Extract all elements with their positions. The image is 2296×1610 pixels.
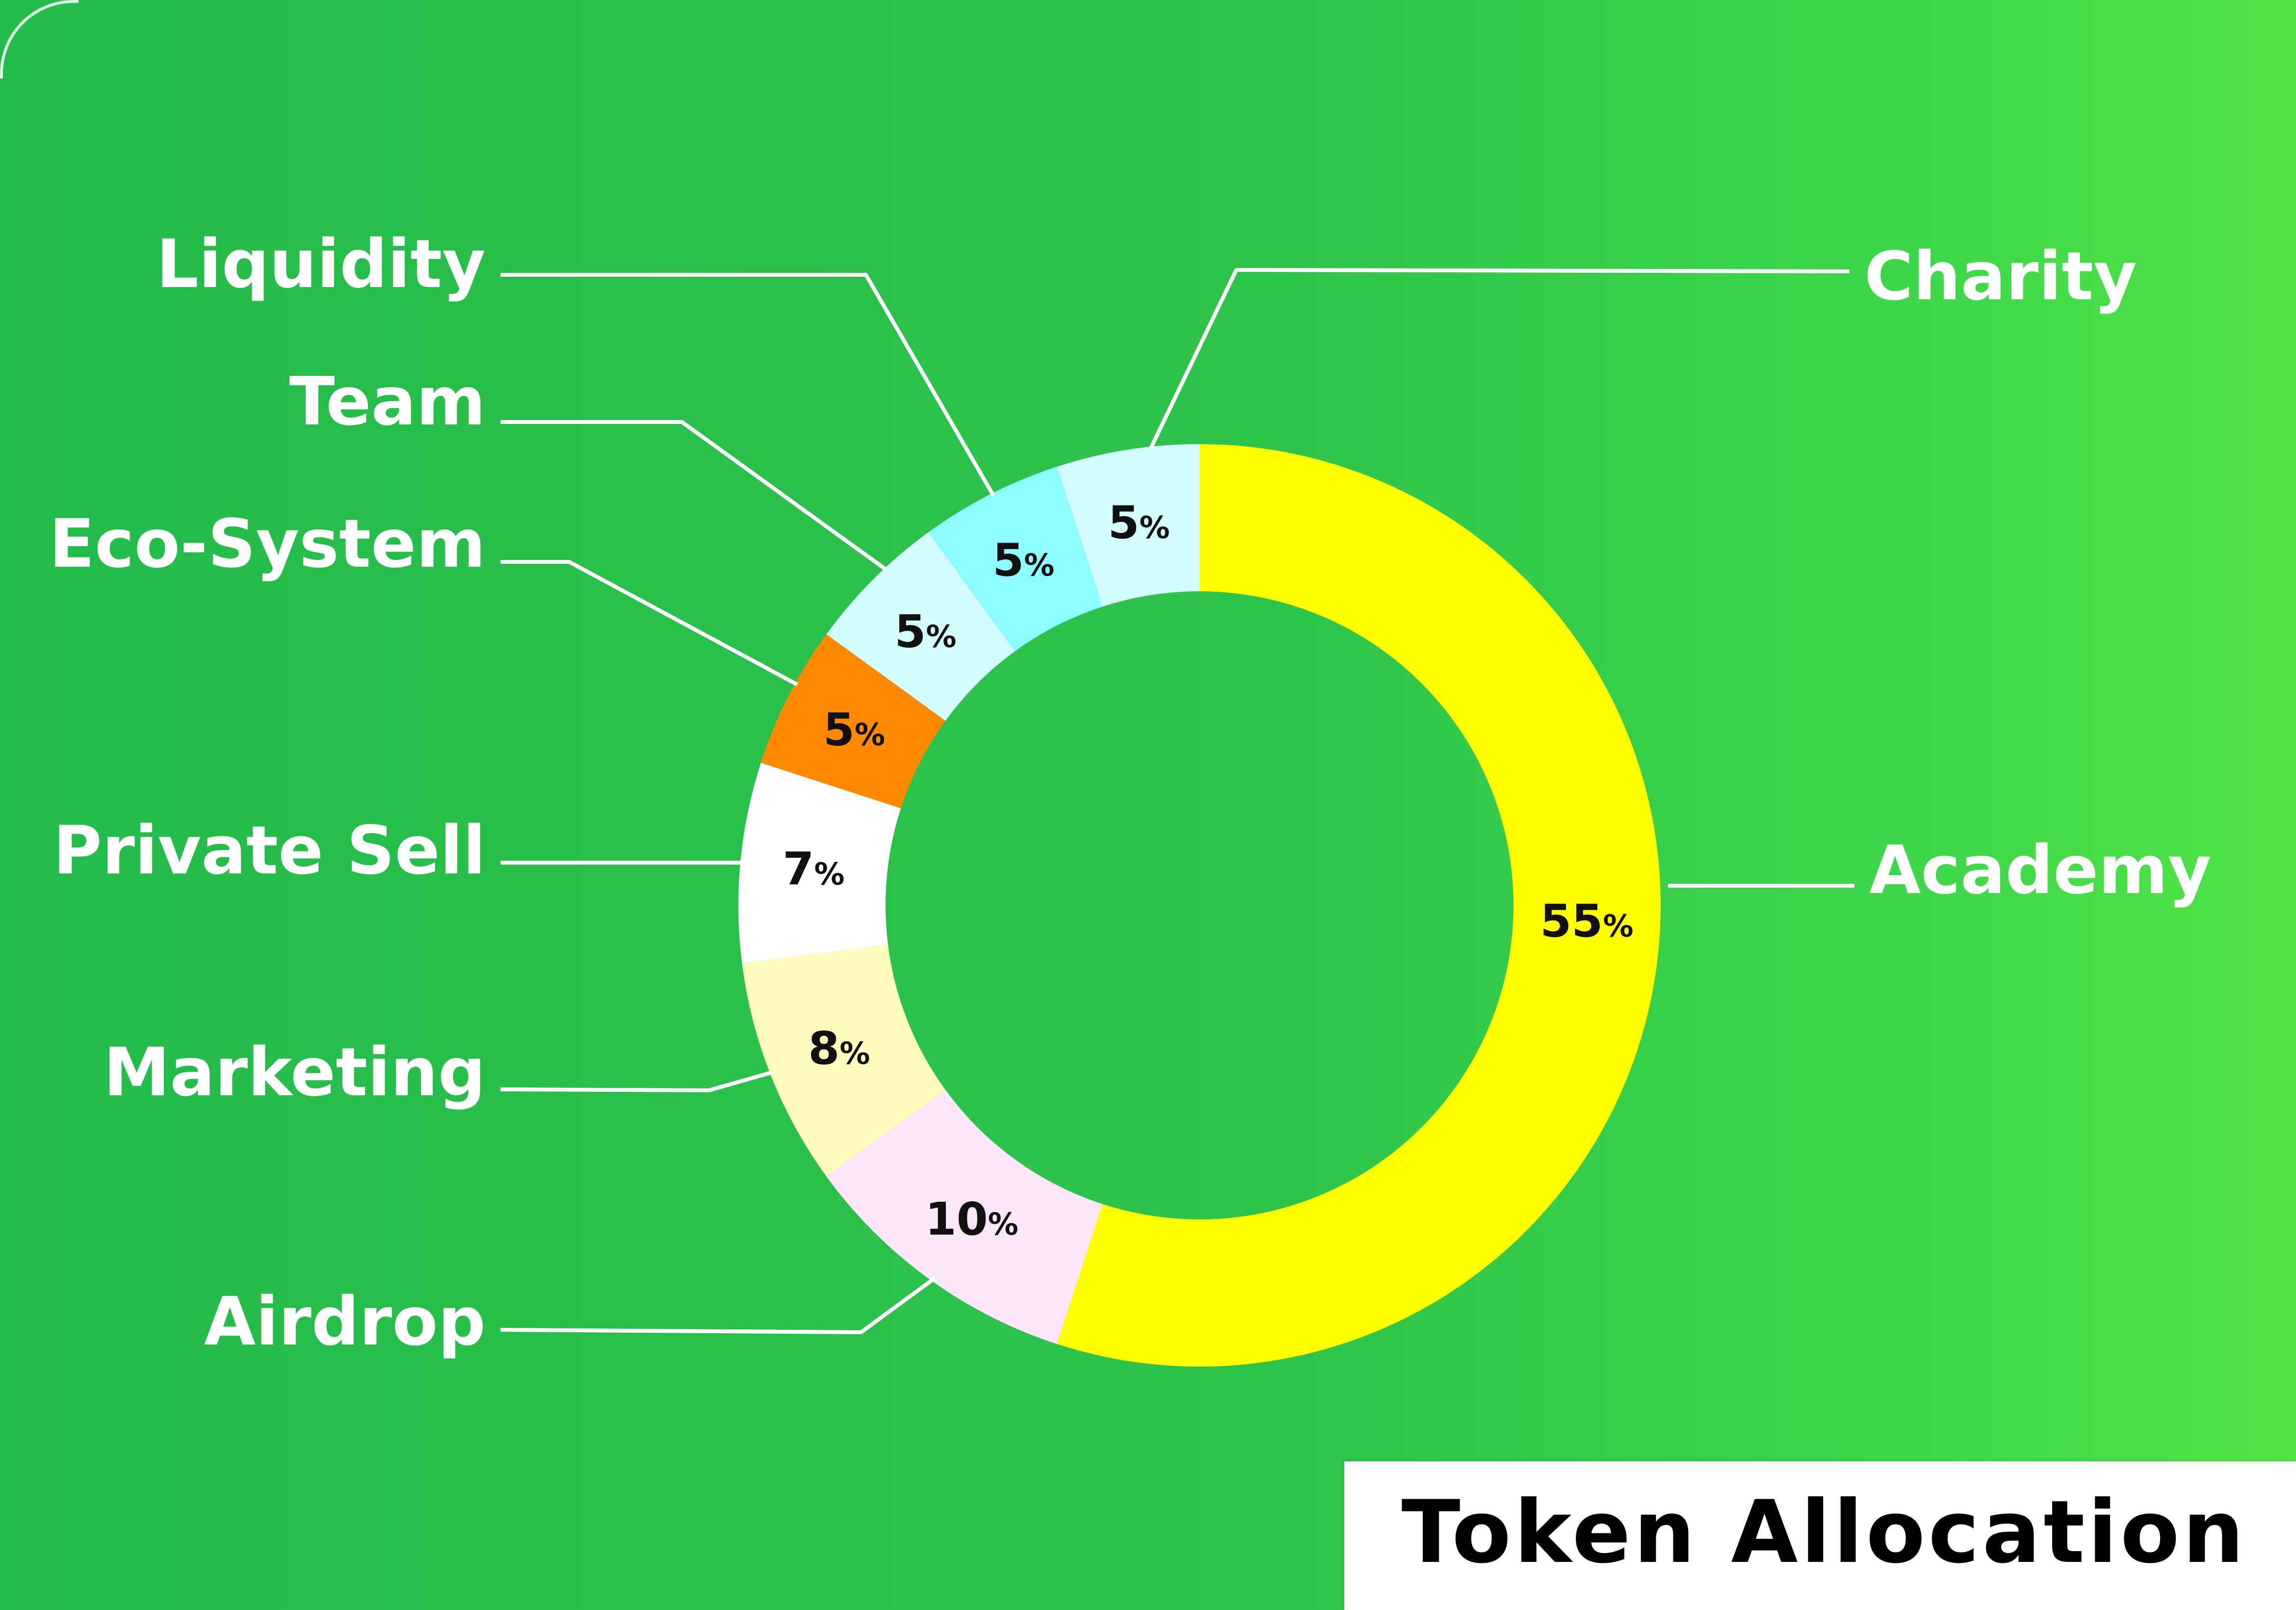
category-label-private-sell: Private Sell bbox=[53, 812, 486, 890]
leader-line-airdrop bbox=[500, 1276, 936, 1334]
value-label-team: 5% bbox=[894, 605, 956, 658]
value-label-private-sell: 7% bbox=[783, 843, 844, 896]
category-label-eco-system: Eco-System bbox=[49, 505, 486, 583]
leader-line-eco-system bbox=[500, 560, 798, 686]
slice-team bbox=[826, 532, 1015, 721]
value-label-airdrop: 10% bbox=[925, 1193, 1018, 1245]
category-label-marketing: Marketing bbox=[104, 1034, 486, 1111]
slice-eco-system bbox=[761, 634, 946, 809]
leader-line-marketing bbox=[500, 1070, 774, 1092]
category-label-charity: Charity bbox=[1864, 238, 2137, 316]
chart-title-box: Token Allocation bbox=[1344, 1461, 2296, 1610]
value-label-marketing: 8% bbox=[808, 1022, 870, 1075]
slice-charity bbox=[1057, 444, 1200, 607]
slice-private-sell bbox=[738, 763, 901, 963]
slice-liquidity bbox=[928, 467, 1103, 652]
slice-airdrop bbox=[826, 1090, 1103, 1344]
value-label-liquidity: 5% bbox=[992, 534, 1054, 586]
leader-line-team bbox=[500, 420, 887, 571]
value-label-charity: 5% bbox=[1108, 497, 1170, 549]
category-label-team: Team bbox=[289, 363, 486, 441]
slice-marketing bbox=[742, 945, 946, 1177]
category-label-liquidity: Liquidity bbox=[156, 226, 486, 303]
category-label-airdrop: Airdrop bbox=[204, 1283, 486, 1361]
leader-line-charity bbox=[1148, 268, 1850, 450]
slice-academy bbox=[1057, 444, 1661, 1367]
chart-title: Token Allocation bbox=[1401, 1482, 2247, 1583]
value-label-academy: 55% bbox=[1540, 895, 1633, 948]
leader-line-liquidity bbox=[500, 273, 995, 497]
category-label-academy: Academy bbox=[1869, 832, 2212, 909]
value-label-eco-system: 5% bbox=[823, 703, 885, 756]
